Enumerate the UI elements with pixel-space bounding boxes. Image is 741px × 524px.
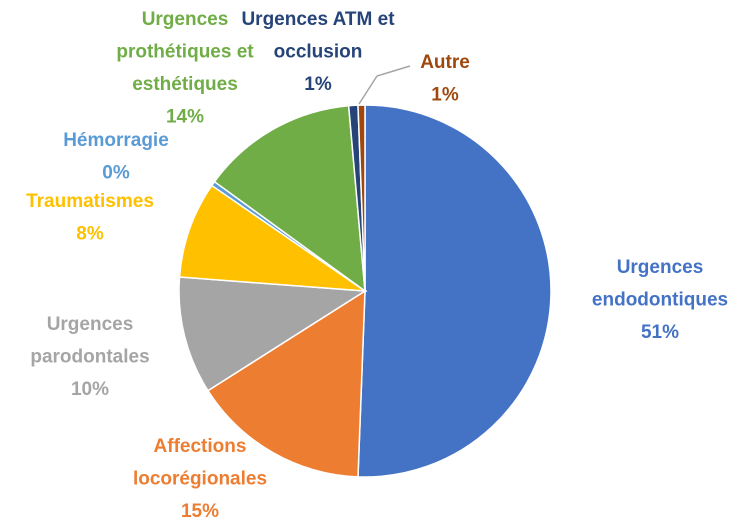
- slice-label: Urgences prothétiques et esthétiques: [116, 9, 254, 95]
- slice-value-label: 1%: [304, 74, 332, 95]
- slice-value-label: 1%: [431, 85, 459, 106]
- leader-line: [376, 65, 411, 77]
- slice-label: Urgences ATM et occlusion: [241, 9, 395, 63]
- slice-label: Urgences endodontiques: [592, 257, 728, 311]
- leader-line: [358, 75, 378, 105]
- slice-label: Urgences parodontales: [30, 314, 149, 368]
- pie-slice: [357, 104, 552, 478]
- slice-label: Autre: [420, 52, 470, 73]
- slice-label: Traumatismes: [26, 191, 154, 212]
- slice-value-label: 14%: [166, 107, 204, 128]
- pie-slice: [178, 184, 368, 292]
- slice-value-label: 8%: [76, 224, 104, 245]
- pie-slice: [213, 104, 366, 293]
- slice-label: Hémorragie: [63, 130, 169, 151]
- slice-value-label: 10%: [71, 379, 109, 400]
- slice-label: Affections locorégionales: [133, 436, 267, 490]
- slice-value-label: 0%: [102, 163, 130, 184]
- slice-value-label: 51%: [641, 322, 679, 343]
- pie-slice: [357, 104, 366, 292]
- slice-value-label: 15%: [181, 501, 219, 522]
- pie-slice: [206, 289, 366, 478]
- pie-slice: [178, 276, 368, 392]
